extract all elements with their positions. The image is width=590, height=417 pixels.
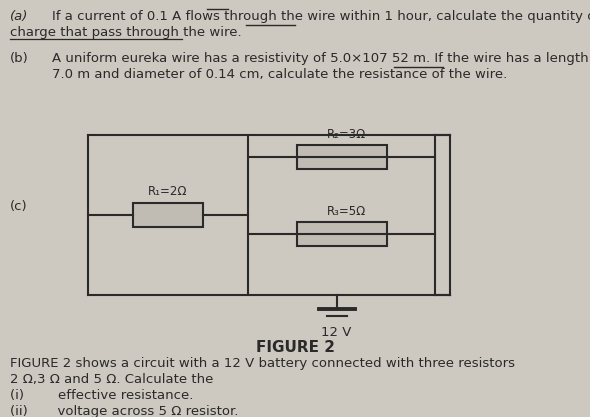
Bar: [297, 145, 386, 169]
Bar: [133, 203, 203, 227]
Text: R₁=2Ω: R₁=2Ω: [148, 185, 188, 198]
Text: (ii)       voltage across 5 Ω resistor.: (ii) voltage across 5 Ω resistor.: [10, 405, 238, 417]
Bar: [297, 222, 386, 246]
Text: (b): (b): [10, 52, 29, 65]
Text: (c): (c): [10, 200, 28, 213]
Text: 12 V: 12 V: [322, 326, 352, 339]
Text: FIGURE 2 shows a circuit with a 12 V battery connected with three resistors: FIGURE 2 shows a circuit with a 12 V bat…: [10, 357, 515, 370]
Text: 2 Ω,3 Ω and 5 Ω. Calculate the: 2 Ω,3 Ω and 5 Ω. Calculate the: [10, 373, 214, 386]
Text: R₂=3Ω: R₂=3Ω: [327, 128, 366, 141]
Text: (i)        effective resistance.: (i) effective resistance.: [10, 389, 194, 402]
Text: charge that pass through the wire.: charge that pass through the wire.: [10, 26, 242, 39]
Text: FIGURE 2: FIGURE 2: [255, 340, 335, 355]
Text: 7.0 m and diameter of 0.14 cm, calculate the resistance of the wire.: 7.0 m and diameter of 0.14 cm, calculate…: [52, 68, 507, 81]
Text: (a): (a): [10, 10, 28, 23]
Text: If a current of 0.1 A flows through the wire within 1 hour, calculate the quanti: If a current of 0.1 A flows through the …: [52, 10, 590, 23]
Text: R₃=5Ω: R₃=5Ω: [327, 205, 366, 218]
Text: A uniform eureka wire has a resistivity of 5.0×107 52 m. If the wire has a lengt: A uniform eureka wire has a resistivity …: [52, 52, 590, 65]
